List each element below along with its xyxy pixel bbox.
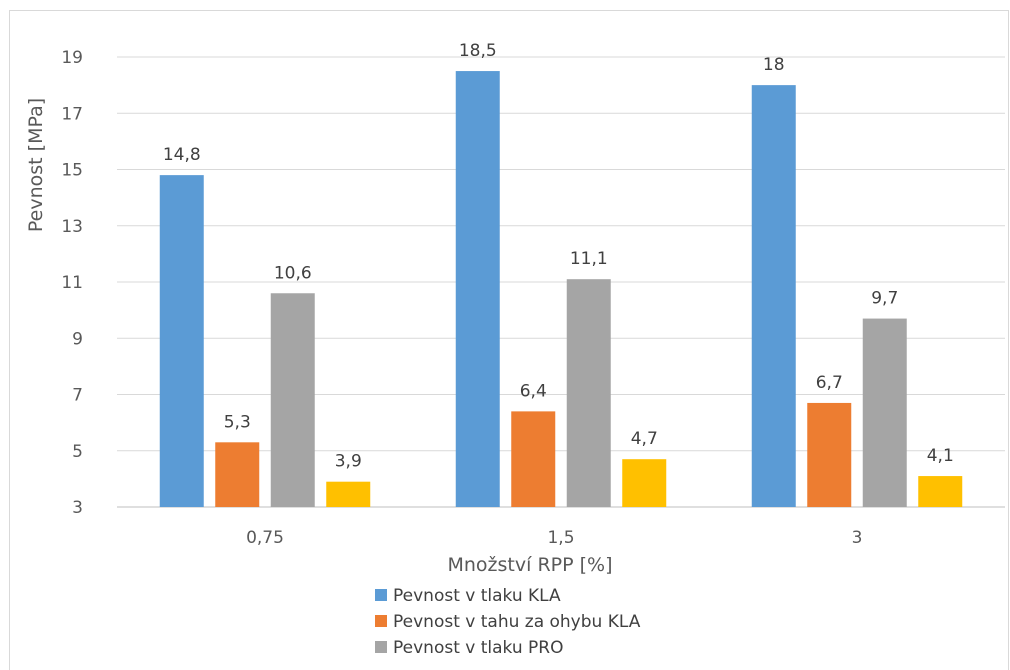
bar — [807, 402, 852, 507]
data-label: 11,1 — [570, 249, 608, 269]
x-category-label: 0,75 — [246, 528, 284, 548]
data-label: 9,7 — [871, 289, 898, 309]
legend-label: Pevnost v tahu za ohybu KLA — [393, 612, 641, 632]
data-label: 3,9 — [335, 452, 362, 472]
y-tick-label: 11 — [61, 273, 83, 293]
y-tick-label: 13 — [61, 217, 83, 237]
grid-lines — [117, 56, 1005, 508]
data-label: 10,6 — [274, 263, 312, 283]
bar — [862, 318, 907, 507]
legend-swatch — [375, 615, 387, 627]
y-tick-label: 5 — [72, 442, 83, 462]
y-tick-label: 15 — [61, 161, 83, 181]
legend-swatch — [375, 589, 387, 601]
x-category-label: 3 — [852, 528, 863, 548]
y-tick-label: 17 — [61, 104, 83, 124]
data-label: 6,7 — [816, 373, 843, 393]
chart-frame — [9, 10, 1009, 670]
bar — [326, 481, 371, 507]
bar — [215, 442, 260, 507]
y-tick-label: 9 — [72, 329, 83, 349]
bar — [511, 411, 556, 507]
x-axis-categories: 0,75 1,5 3 — [246, 528, 862, 548]
data-label: 14,8 — [163, 145, 201, 165]
y-tick-label: 3 — [72, 498, 83, 518]
x-category-label: 1,5 — [547, 528, 574, 548]
data-label: 18 — [763, 55, 785, 75]
y-axis-title: Pevnost [MPa] — [25, 98, 47, 232]
bar — [455, 71, 500, 507]
bar — [622, 459, 667, 507]
bar — [159, 175, 204, 507]
data-label: 4,1 — [927, 446, 954, 466]
data-label: 5,3 — [224, 412, 251, 432]
y-axis-ticks: 3 5 7 9 11 13 15 17 19 — [61, 48, 83, 518]
bar — [270, 293, 315, 507]
bar — [566, 279, 611, 507]
bar — [751, 85, 796, 507]
bar-chart: 3 5 7 9 11 13 15 17 19 14,8 5,3 10,6 3,9 18,5 6,4 11,1… — [25, 41, 1005, 655]
data-label: 6,4 — [520, 381, 547, 401]
bar — [918, 476, 963, 507]
bars — [159, 71, 963, 507]
legend: Pevnost v tlaku KLA Pevnost v tahu za ohy… — [375, 586, 641, 655]
legend-label: Pevnost v tlaku KLA — [393, 586, 561, 606]
data-labels: 14,8 5,3 10,6 3,9 18,5 6,4 11,1 4,7 18 6,7 9,7 4,1 — [163, 41, 954, 472]
x-axis-title: Množství RPP [%] — [448, 554, 613, 576]
legend-label: Pevnost v tlaku PRO — [393, 638, 563, 655]
data-label: 4,7 — [631, 429, 658, 449]
legend-swatch — [375, 641, 387, 653]
y-tick-label: 19 — [61, 48, 83, 68]
data-label: 18,5 — [459, 41, 497, 61]
y-tick-label: 7 — [72, 386, 83, 406]
